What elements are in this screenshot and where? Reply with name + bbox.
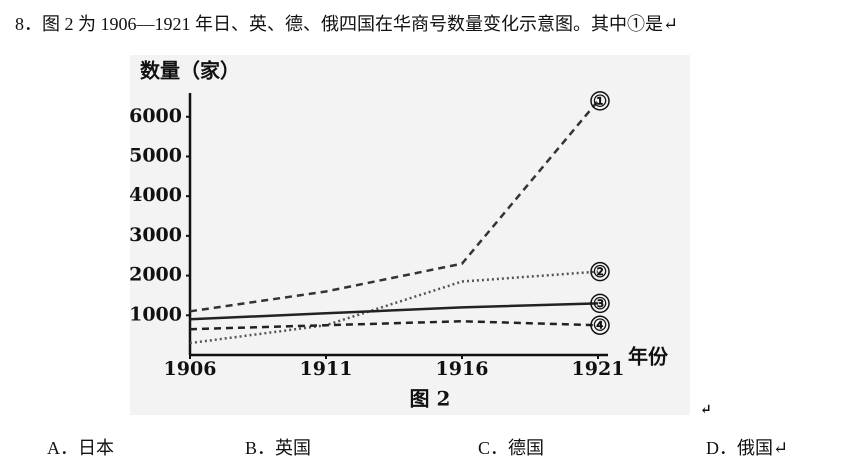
y-tick-label: 1000 [129, 303, 182, 325]
series-label: ③ [593, 294, 607, 313]
x-tick-label: 1906 [164, 358, 217, 380]
y-axis-label: 数量（家） [140, 59, 240, 83]
series-label-circle [590, 91, 610, 111]
y-tick-label: 4000 [129, 184, 182, 206]
paragraph-mark: ↵ [700, 402, 712, 418]
question-text: 8．图 2 为 1906—1921 年日、英、德、俄四国在华商号数量变化示意图。… [15, 14, 679, 34]
series-label: ④ [593, 316, 607, 335]
x-tick-label: 1911 [300, 358, 353, 380]
option: B．英国 [245, 438, 312, 458]
option: C．德国 [478, 438, 545, 458]
series-label-circle [590, 315, 610, 335]
option: A．日本 [47, 438, 114, 458]
x-tick-label: 1921 [572, 358, 625, 380]
series-label: ① [593, 91, 607, 110]
option: D．俄国↵ [706, 438, 789, 458]
y-tick-label: 6000 [129, 105, 182, 127]
y-tick-label: 3000 [129, 224, 182, 246]
x-axis-label: 年份 [628, 345, 669, 369]
series-label-circle [590, 261, 610, 282]
figure-caption: 图 2 [410, 387, 451, 411]
series-line [189, 100, 599, 313]
x-tick-label: 1916 [436, 358, 489, 380]
series-label: ② [593, 262, 607, 281]
series-label-circle [590, 293, 610, 314]
y-tick-label: 5000 [129, 144, 182, 166]
series-line [189, 302, 599, 321]
y-tick-label: 2000 [129, 264, 182, 286]
series-line [189, 319, 599, 331]
